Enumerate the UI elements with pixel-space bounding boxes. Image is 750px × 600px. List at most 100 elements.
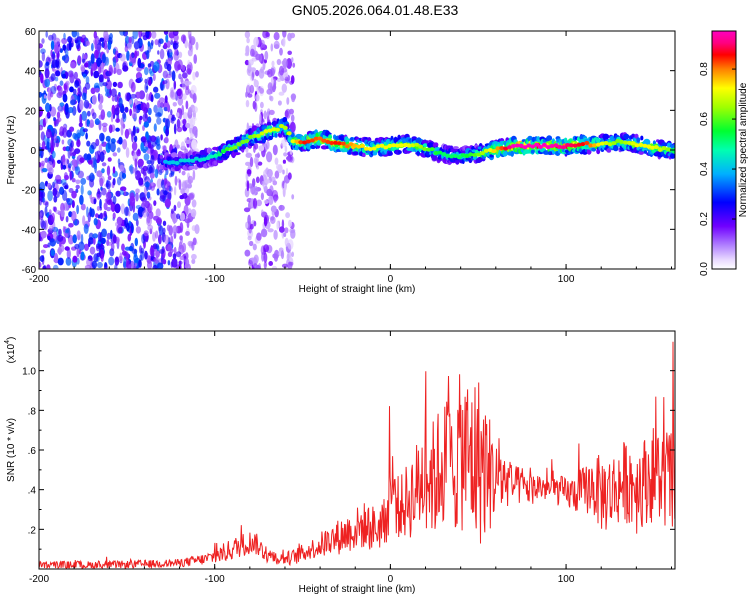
noise-cell [255,176,260,184]
noise-cell [119,189,124,195]
ridge-cell [643,150,648,154]
noise-cell [90,87,96,95]
noise-cell [127,233,132,242]
ridge-core [166,160,172,165]
y-tick-label: .8 [28,406,37,417]
noise-cell [185,81,192,85]
noise-cell [72,234,77,244]
noise-cell [187,175,194,184]
noise-cell [65,48,69,58]
ridge-cell [225,150,230,157]
noise-cell [39,181,46,193]
snr-data [39,341,675,569]
noise-cell [155,208,161,218]
noise-cell [101,162,107,167]
noise-cell [164,95,168,104]
noise-cell [291,194,295,200]
noise-cell [178,51,183,58]
noise-cell [154,111,162,118]
noise-cell [167,251,173,258]
noise-cell [251,69,255,78]
ridge-core [626,140,632,145]
noise-cell [150,154,155,166]
noise-cell [51,59,58,68]
noise-cell [276,58,282,66]
noise-cell [246,83,251,93]
noise-cell [286,253,290,261]
noise-cell [80,66,86,73]
noise-cell [138,90,146,100]
ridge-core [557,144,563,149]
noise-cell [135,192,139,202]
ridge-cell [602,133,610,140]
noise-cell [69,126,75,132]
noise-cell [78,91,83,97]
noise-cell [96,170,103,178]
noise-cell [155,249,160,258]
noise-cell [84,62,89,68]
noise-cell [272,144,278,156]
noise-cell [263,112,267,117]
ridge-cell [452,146,459,150]
noise-cell [57,234,64,242]
noise-cell [178,241,183,250]
ridge-cell [411,136,417,140]
ridge-core [588,143,594,148]
ridge-core [619,139,625,144]
noise-cell [46,141,50,149]
noise-cell [86,140,91,147]
noise-cell [66,198,73,206]
noise-cell [192,106,198,114]
noise-cell [247,59,254,66]
noise-cell [192,71,196,81]
noise-cell [120,105,125,113]
noise-cell [103,40,108,50]
ridge-core [615,138,621,143]
ridge-core [445,153,451,158]
noise-cell [163,31,169,35]
ridge-core [367,147,373,152]
noise-cell [93,198,97,205]
noise-cell [92,112,97,120]
noise-cell [145,93,150,101]
noise-cell [84,82,91,90]
noise-cell [95,151,98,160]
ridge-core [499,146,505,150]
ridge-cell [416,150,420,156]
noise-cell [134,50,138,59]
y-tick-label: .6 [28,446,37,457]
noise-cell [270,205,277,213]
noise-cell [43,244,49,249]
noise-cell [172,253,177,260]
noise-cell [260,101,264,109]
noise-cell [80,38,85,43]
noise-cell [127,128,132,135]
noise-cell [86,258,92,267]
noise-cell [287,172,292,180]
noise-cell [94,39,97,50]
noise-cell [61,155,66,166]
noise-cell [75,40,81,50]
noise-cell [107,41,112,50]
noise-cell [48,34,54,41]
ridge-core [568,143,574,148]
noise-cell [45,115,48,124]
noise-cell [166,40,171,48]
noise-cell [103,202,108,211]
ridge-cell [189,165,195,170]
noise-cell [170,36,173,45]
noise-cell [138,31,143,39]
noise-cell [270,176,276,182]
noise-cell [130,93,137,99]
noise-cell [45,201,49,208]
ridge-cell [248,142,255,147]
noise-cell [253,36,259,47]
y-tick-label: -20 [22,186,37,197]
x-tick-label: -100 [205,574,225,585]
ridge-core [487,148,493,152]
noise-cell [67,163,72,169]
noise-cell [71,158,77,166]
noise-cell [286,58,293,69]
ridge-core [379,143,385,148]
snr-scale-label: (x104) [4,337,17,364]
